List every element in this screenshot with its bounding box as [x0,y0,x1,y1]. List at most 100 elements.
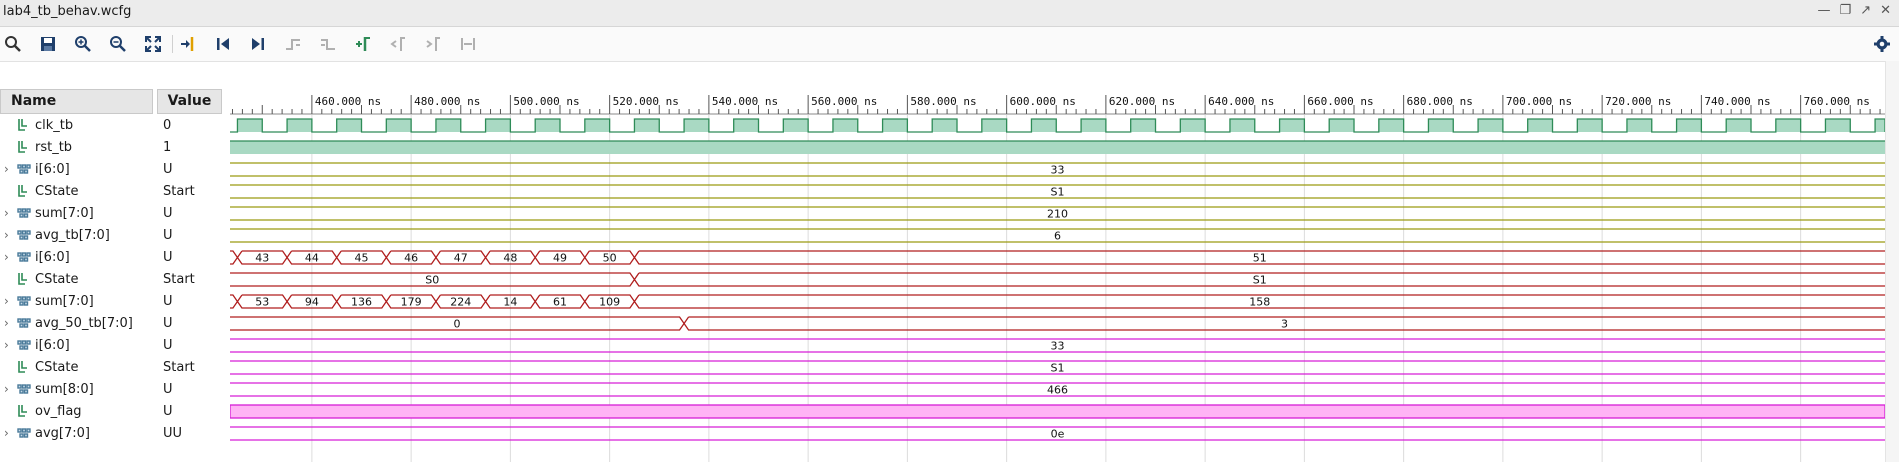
waveform-area[interactable]: 33 S1 210 6 43 44 45 46 47 48 49 50 51 S0 S1 53 94 136 179… [229,115,1886,462]
signal-row[interactable]: clk_tb 0 [0,115,228,137]
bus-segment [633,294,1885,309]
clock-high-pulse [535,119,561,132]
clock-high-pulse [882,119,908,132]
chevron-right-icon[interactable]: › [4,316,9,330]
waveform-row: 210 [230,206,1885,221]
window-controls: — ❐ ↗ ✕ [1818,3,1891,18]
bit-signal-icon [17,404,29,422]
bus-signal-icon [17,250,32,268]
signal-name: CState [35,184,79,199]
save-icon[interactable] [38,34,58,54]
clock-high-pulse [684,119,709,132]
time-ruler[interactable]: 460.000 ns 480.000 ns 500.000 ns 520.000 ns… [230,89,1885,115]
window-title: lab4_tb_behav.wcfg [3,4,132,19]
chevron-right-icon[interactable]: › [4,228,9,242]
zoom-fit-icon[interactable] [143,34,163,54]
go-to-last-time-icon[interactable] [248,34,268,54]
chevron-right-icon[interactable]: › [4,294,9,308]
close-icon[interactable]: ✕ [1880,3,1891,18]
signal-row[interactable]: › i[6:0] U [0,247,228,269]
zoom-in-icon[interactable] [73,34,93,54]
signal-value: U [163,316,173,331]
clock-high-pulse [1577,119,1603,132]
bus-segment [230,250,239,265]
bus-value-label: 51 [1253,252,1267,265]
maximize-icon[interactable]: ↗ [1860,3,1872,18]
signal-value: 0 [163,118,172,133]
bit-signal-icon [17,184,29,202]
bus-value-label: 53 [255,296,269,309]
chevron-right-icon[interactable]: › [4,426,9,440]
gear-icon[interactable] [1872,34,1892,54]
restore-icon[interactable]: ❐ [1839,3,1852,18]
signal-value: Start [163,360,195,375]
clock-high-pulse [336,119,362,132]
signal-name: avg[7:0] [35,426,90,441]
bus-value-label: 224 [450,296,471,309]
signal-row[interactable]: ov_flag U [0,401,228,423]
bus-value-label: 61 [553,296,567,309]
signal-row[interactable]: › avg_tb[7:0] U [0,225,228,247]
swap-cursors-icon[interactable] [458,34,478,54]
time-tick-label: 460.000 ns [314,95,382,108]
signal-row[interactable]: rst_tb 1 [0,137,228,159]
vertical-scrollbar[interactable] [1885,61,1899,462]
next-transition-icon[interactable] [318,34,338,54]
bus-value-label: 136 [351,296,372,309]
bit-signal-icon [17,118,29,136]
signal-row[interactable]: › i[6:0] U [0,335,228,357]
signal-row[interactable]: CState Start [0,181,228,203]
chevron-right-icon[interactable]: › [4,162,9,176]
signal-row[interactable]: CState Start [0,357,228,379]
next-marker-icon[interactable] [423,34,443,54]
add-marker-icon[interactable] [353,34,373,54]
clock-high-pulse [733,119,759,132]
value-column-header[interactable]: Value [157,89,222,114]
signal-name: rst_tb [35,140,73,155]
signal-value: Start [163,184,195,199]
signal-row[interactable]: › sum[7:0] U [0,203,228,225]
chevron-right-icon[interactable]: › [4,206,9,220]
waveform-row [229,404,1886,419]
minimize-icon[interactable]: — [1817,3,1831,18]
chevron-right-icon[interactable]: › [4,250,9,264]
clock-high-pulse [237,119,263,132]
time-tick-label: 620.000 ns [1108,95,1176,108]
waveform-row [230,140,1885,154]
clock-high-pulse [386,119,412,132]
previous-transition-icon[interactable] [283,34,303,54]
clock-high-pulse [1329,119,1355,132]
bus-value-label: 158 [1249,296,1270,309]
bus-segment [230,360,1885,375]
previous-marker-icon[interactable] [388,34,408,54]
bus-segment [236,250,288,265]
signal-row[interactable]: › avg[7:0] UU [0,423,228,445]
signal-name: CState [35,272,79,287]
signal-row[interactable]: › i[6:0] U [0,159,228,181]
bus-segment [633,272,1885,287]
signal-row[interactable]: CState Start [0,269,228,291]
clock-high-pulse [1775,119,1801,132]
bus-segment [230,206,1885,221]
bus-segment [484,294,536,309]
signal-row[interactable]: › avg_50_tb[7:0] U [0,313,228,335]
waveform-row: 466 [230,382,1885,397]
chevron-right-icon[interactable]: › [4,338,9,352]
signal-name: sum[7:0] [35,206,94,221]
signal-name: avg_tb[7:0] [35,228,110,243]
clock-high-pulse [1478,119,1503,132]
signal-name: i[6:0] [35,162,70,177]
waveform-row: S1 [230,184,1885,199]
search-icon[interactable] [3,34,23,54]
bus-signal-icon [17,382,32,400]
signal-row[interactable]: › sum[7:0] U [0,291,228,313]
name-column-header[interactable]: Name [0,89,153,114]
bus-value-label: 47 [454,252,468,265]
clock-high-pulse [1130,119,1156,132]
chevron-right-icon[interactable]: › [4,382,9,396]
clock-high-pulse [1825,119,1851,132]
signal-row[interactable]: › sum[8:0] U [0,379,228,401]
go-to-time-zero-icon[interactable] [213,34,233,54]
zoom-out-icon[interactable] [108,34,128,54]
go-to-cursor-icon[interactable] [178,34,198,54]
